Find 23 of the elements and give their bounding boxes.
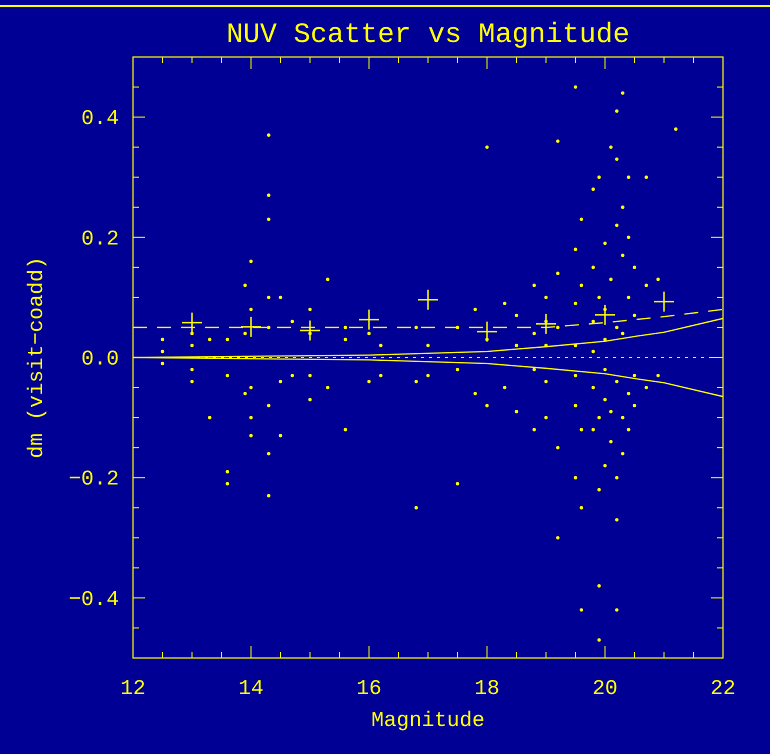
y-axis-title: dm (visit−coadd) (26, 256, 49, 458)
point (181, 312, 203, 334)
x-tick-label: 12 (120, 678, 146, 701)
point (594, 304, 616, 326)
x-axis-title: Magnitude (371, 710, 485, 733)
y-tick-label: 0.0 (81, 348, 119, 372)
y-tick-label: −0.2 (68, 468, 119, 492)
point (358, 308, 380, 330)
y-tick-label: 0.4 (81, 108, 119, 132)
point (535, 313, 557, 335)
x-tick-label: 18 (474, 678, 500, 701)
point (653, 290, 675, 312)
y-tick-label: −0.4 (68, 588, 119, 612)
x-tick-label: 20 (592, 678, 618, 701)
point (240, 316, 262, 338)
point (417, 289, 439, 311)
x-tick-label: 16 (356, 678, 382, 701)
x-tick-label: 22 (710, 678, 736, 701)
point (476, 320, 498, 342)
x-tick-label: 14 (238, 678, 264, 701)
point (299, 320, 321, 342)
chart-title: NUV Scatter vs Magnitude (226, 20, 630, 51)
y-tick-label: 0.2 (81, 228, 119, 252)
